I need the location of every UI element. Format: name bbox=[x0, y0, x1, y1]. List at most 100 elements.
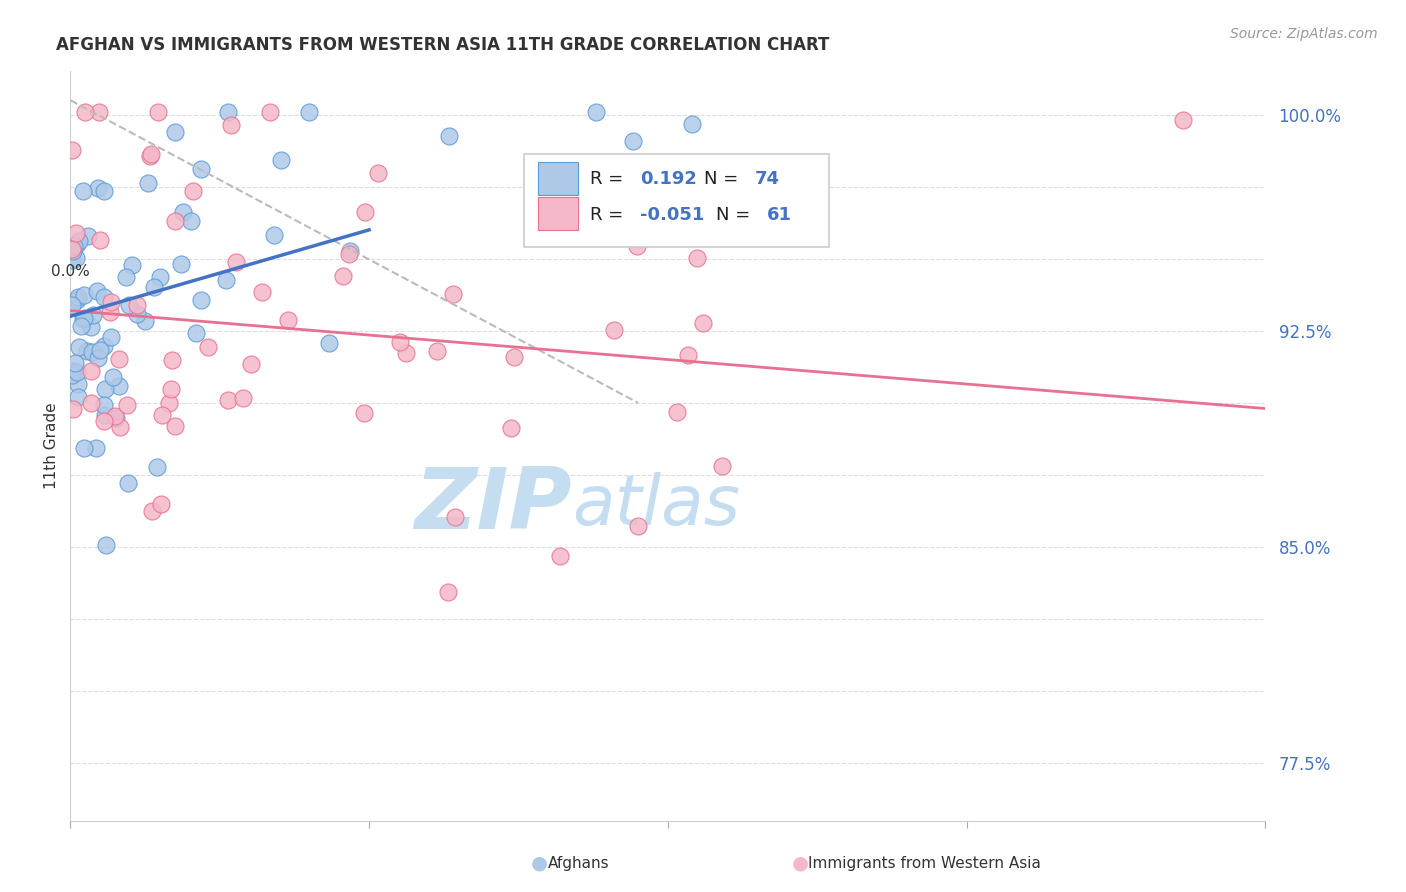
Text: -0.051: -0.051 bbox=[640, 206, 704, 224]
Text: ZIP: ZIP bbox=[415, 465, 572, 548]
Point bbox=[107, 351, 129, 366]
Point bbox=[678, 348, 700, 362]
Point bbox=[141, 504, 163, 518]
Point bbox=[73, 104, 96, 119]
Point bbox=[63, 356, 86, 370]
Text: 74: 74 bbox=[755, 169, 780, 187]
Point bbox=[93, 185, 115, 199]
Point bbox=[692, 316, 714, 330]
Point bbox=[146, 104, 169, 119]
Point bbox=[605, 215, 627, 229]
Point bbox=[501, 421, 523, 435]
Point bbox=[66, 376, 89, 391]
Point bbox=[108, 379, 131, 393]
Point bbox=[353, 406, 375, 420]
Point bbox=[441, 286, 464, 301]
Point bbox=[134, 314, 156, 328]
Point bbox=[170, 257, 193, 271]
Point bbox=[105, 411, 128, 425]
Point bbox=[603, 323, 626, 337]
Point bbox=[73, 310, 96, 325]
Point bbox=[723, 217, 745, 231]
Point bbox=[76, 228, 98, 243]
Point bbox=[72, 311, 94, 326]
Point bbox=[62, 364, 84, 378]
Text: 0.192: 0.192 bbox=[640, 169, 697, 187]
Point bbox=[80, 319, 103, 334]
Text: R =: R = bbox=[591, 169, 628, 187]
FancyBboxPatch shape bbox=[537, 197, 578, 230]
Point bbox=[66, 237, 89, 252]
Point bbox=[259, 104, 281, 119]
Point bbox=[67, 234, 90, 248]
Point bbox=[94, 382, 117, 396]
Point bbox=[444, 509, 467, 524]
Point bbox=[252, 285, 274, 300]
Point bbox=[337, 247, 360, 261]
Point bbox=[100, 330, 122, 344]
Text: atlas: atlas bbox=[572, 473, 740, 540]
Point bbox=[395, 345, 418, 359]
Text: Afghans: Afghans bbox=[548, 856, 610, 871]
Point bbox=[613, 183, 636, 197]
Point bbox=[115, 269, 138, 284]
Point bbox=[62, 244, 84, 258]
Point bbox=[76, 343, 98, 358]
Point bbox=[93, 408, 115, 422]
Point bbox=[225, 255, 247, 269]
Point bbox=[118, 298, 141, 312]
Point bbox=[165, 125, 187, 139]
Point bbox=[217, 104, 239, 119]
Point bbox=[139, 147, 162, 161]
Point bbox=[125, 307, 148, 321]
Point bbox=[332, 268, 354, 283]
Point bbox=[686, 251, 709, 265]
Point bbox=[548, 549, 571, 564]
Point bbox=[190, 161, 212, 176]
Point bbox=[93, 290, 115, 304]
Point bbox=[150, 497, 173, 511]
Point bbox=[217, 392, 239, 407]
Text: N =: N = bbox=[716, 206, 755, 224]
Point bbox=[60, 143, 83, 157]
Point bbox=[80, 344, 103, 359]
Point bbox=[65, 251, 87, 265]
Point bbox=[277, 312, 299, 326]
Point bbox=[181, 184, 204, 198]
Point bbox=[117, 475, 139, 490]
Point bbox=[159, 382, 181, 396]
Point bbox=[353, 205, 375, 219]
Point bbox=[94, 538, 117, 552]
Point bbox=[172, 204, 194, 219]
Point bbox=[585, 104, 607, 119]
Point bbox=[621, 134, 644, 148]
Text: 0.0%: 0.0% bbox=[51, 264, 90, 279]
Point bbox=[240, 357, 263, 371]
Point bbox=[437, 128, 460, 143]
Point bbox=[219, 118, 242, 132]
Point bbox=[70, 319, 93, 334]
Point bbox=[87, 104, 110, 119]
Point bbox=[65, 227, 87, 241]
Point bbox=[72, 184, 94, 198]
Point bbox=[626, 239, 648, 253]
Point bbox=[108, 420, 131, 434]
Text: N =: N = bbox=[704, 169, 744, 187]
Point bbox=[73, 288, 96, 302]
Point bbox=[67, 340, 90, 354]
Point bbox=[180, 214, 202, 228]
Point bbox=[163, 214, 186, 228]
Point bbox=[503, 350, 526, 364]
Point bbox=[388, 335, 411, 350]
Text: Source: ZipAtlas.com: Source: ZipAtlas.com bbox=[1230, 27, 1378, 41]
Point bbox=[149, 270, 172, 285]
Point bbox=[121, 258, 143, 272]
Point bbox=[80, 364, 103, 378]
Point bbox=[89, 343, 111, 358]
FancyBboxPatch shape bbox=[537, 162, 578, 195]
Point bbox=[143, 280, 166, 294]
Point bbox=[103, 369, 125, 384]
Point bbox=[215, 272, 238, 286]
Point bbox=[318, 335, 340, 350]
Point bbox=[60, 368, 83, 382]
